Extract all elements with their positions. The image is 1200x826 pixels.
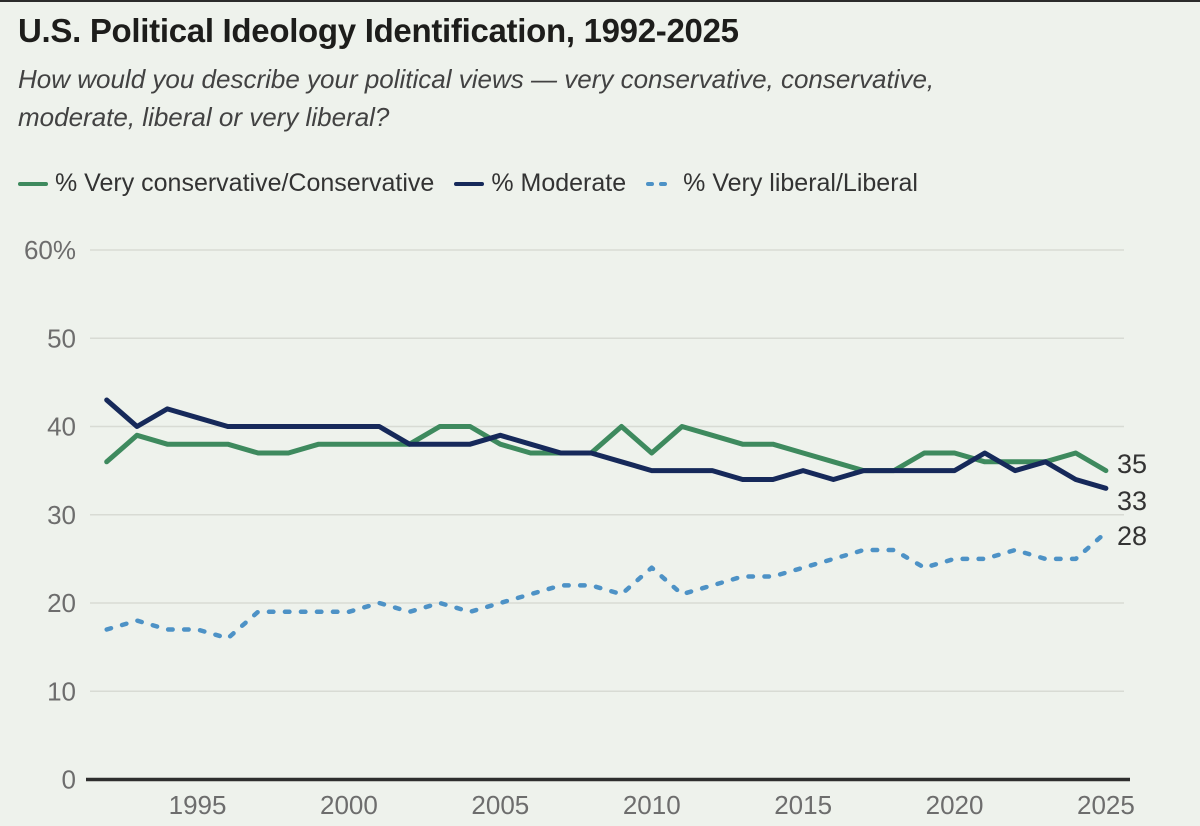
y-tick-label: 20 xyxy=(47,588,76,618)
y-tick-label: 30 xyxy=(47,500,76,530)
legend-item-1: % Moderate xyxy=(454,169,626,198)
y-tick-label: 60% xyxy=(24,235,76,265)
x-tick-label: 2010 xyxy=(623,790,681,820)
chart-legend: % Very conservative/Conservative % Modera… xyxy=(18,169,918,198)
x-tick-label: 2020 xyxy=(926,790,984,820)
legend-label: % Very liberal/Liberal xyxy=(683,169,918,197)
legend-label: % Very conservative/Conservative xyxy=(55,169,435,197)
x-tick-label: 2005 xyxy=(471,790,529,820)
x-tick-label: 2015 xyxy=(774,790,832,820)
x-tick-label: 2025 xyxy=(1077,790,1135,820)
legend-item-2: % Very liberal/Liberal xyxy=(646,169,918,198)
series-end-label: 28 xyxy=(1117,521,1147,551)
series-line-2 xyxy=(104,530,1109,641)
x-tick-label: 1995 xyxy=(169,790,227,820)
chart-subtitle: How would you describe your political vi… xyxy=(18,60,934,136)
legend-swatch-icon xyxy=(646,181,677,186)
x-tick-label: 2000 xyxy=(320,790,378,820)
series-end-label: 33 xyxy=(1117,486,1147,516)
y-tick-label: 10 xyxy=(47,676,76,706)
y-tick-label: 0 xyxy=(62,765,76,795)
series-end-label: 35 xyxy=(1117,449,1147,479)
y-tick-label: 40 xyxy=(47,412,76,442)
series-line-1 xyxy=(104,397,1109,491)
legend-label: % Moderate xyxy=(491,169,627,197)
legend-swatch-icon xyxy=(18,181,48,186)
legend-swatch-icon xyxy=(454,181,485,186)
chart-subtitle-line-1: How would you describe your political vi… xyxy=(18,64,935,94)
y-tick-label: 50 xyxy=(47,323,76,353)
chart-subtitle-line-2: moderate, liberal or very liberal? xyxy=(18,102,390,132)
legend-item-0: % Very conservative/Conservative xyxy=(18,169,434,198)
series-line-0 xyxy=(104,424,1109,474)
chart-title: U.S. Political Ideology Identification, … xyxy=(18,12,739,49)
